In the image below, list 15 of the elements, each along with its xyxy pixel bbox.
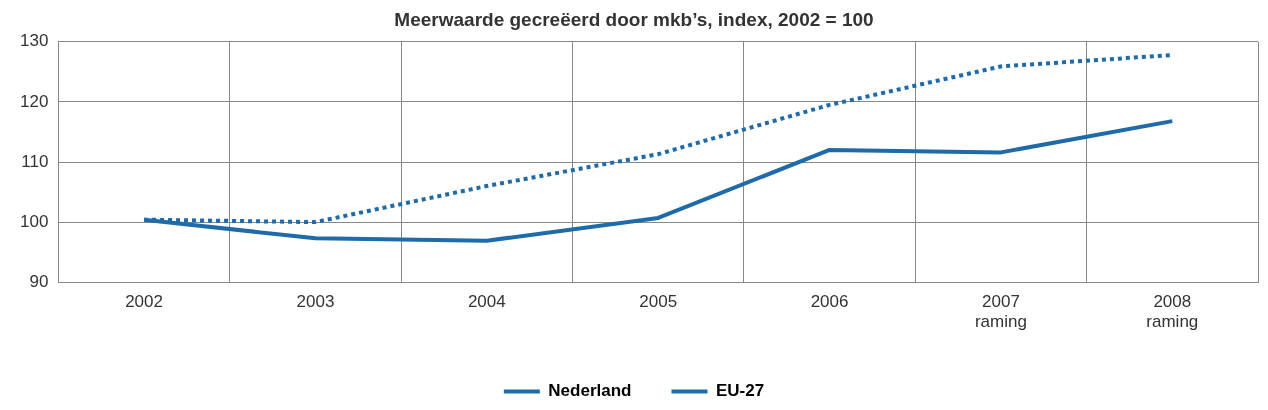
legend-label: EU-27: [715, 381, 765, 401]
y-tick-label: 130: [19, 31, 49, 51]
x-tick-label: 2003: [296, 292, 335, 312]
legend-label: Nederland: [548, 381, 632, 401]
chart-title: Meerwaarde gecreëerd door mkb’s, index, 2002 = 100: [394, 8, 874, 30]
y-tick-label: 110: [21, 151, 49, 171]
x-tick-label: 2006: [810, 292, 849, 312]
y-tick-label: 100: [19, 211, 49, 231]
x-tick-label: 2004: [467, 292, 506, 312]
x-tick-label: 2005: [639, 292, 678, 312]
x-tick-label: 2008 raming: [1146, 292, 1199, 332]
x-tick-label: 2007 raming: [974, 292, 1027, 332]
x-tick-label: 2002: [125, 292, 163, 312]
y-tick-label: 120: [19, 91, 49, 111]
y-tick-label: 90: [29, 271, 49, 291]
